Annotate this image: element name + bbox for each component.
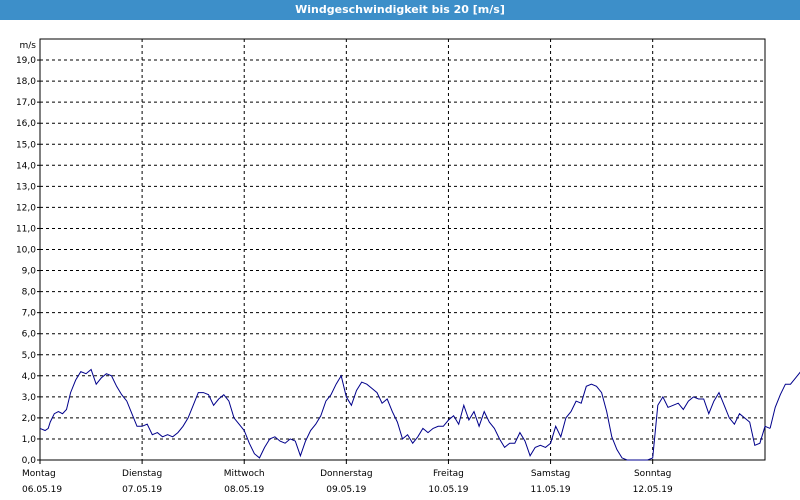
wind-speed-line [39,368,771,461]
x-tick-date-label: 09.05.19 [326,485,366,495]
y-tick-label: 11,0 [16,224,36,234]
y-tick-label: 13,0 [16,182,36,192]
x-tick-day-label: Dienstag [122,469,162,479]
y-tick-label: 19,0 [16,56,36,66]
y-tick-label: 12,0 [16,203,36,213]
x-tick-day-label: Montag [22,469,56,479]
window-title: Windgeschwindigkeit bis 20 [m/s] [0,0,800,20]
axes: 0,0 1,0 2,0 3,0 4,0 5,0 6,0 7,0 8,0 9,0 10,0 11,0 12… [16,38,766,495]
x-tick-date-label: 11.05.19 [531,485,571,495]
y-tick-label: 16,0 [16,119,36,129]
x-tick-day-label: Sonntag [634,469,671,479]
y-tick-label: 15,0 [16,140,36,150]
x-tick-day-label: Donnerstag [320,469,373,479]
y-tick-label: 7,0 [22,309,37,319]
y-tick-label: 0,0 [22,456,37,466]
x-tick-day-label: Samstag [531,469,570,479]
grid [40,39,765,460]
x-tick-day-label: Mittwoch [224,469,265,479]
wind-speed-chart: 0,0 1,0 2,0 3,0 4,0 5,0 6,0 7,0 8,0 9,0 10,0 11,0 12… [16,38,800,495]
y-tick-label: 18,0 [16,77,36,87]
y-tick-label: 8,0 [22,288,37,298]
series [39,368,800,461]
x-tick-day-label: Freitag [433,469,464,479]
wind-speed-line [769,371,800,429]
y-tick-label: 5,0 [22,351,37,361]
y-tick-label: 6,0 [22,330,37,340]
x-tick-date-label: 07.05.19 [122,485,162,495]
y-tick-label: 4,0 [22,372,37,382]
x-tick-date-label: 06.05.19 [22,485,62,495]
x-tick-date-label: 10.05.19 [428,485,468,495]
y-tick-label: 10,0 [16,246,36,256]
y-tick-label: 2,0 [22,414,37,424]
y-tick-label: 9,0 [22,267,37,277]
x-tick-date-label: 08.05.19 [224,485,264,495]
y-tick-label: 14,0 [16,161,36,171]
y-axis-label: m/s [20,41,37,51]
x-tick-date-label: 12.05.19 [633,485,673,495]
y-tick-label: 1,0 [22,435,37,445]
y-tick-label: 3,0 [22,393,37,403]
y-tick-label: 17,0 [16,98,36,108]
